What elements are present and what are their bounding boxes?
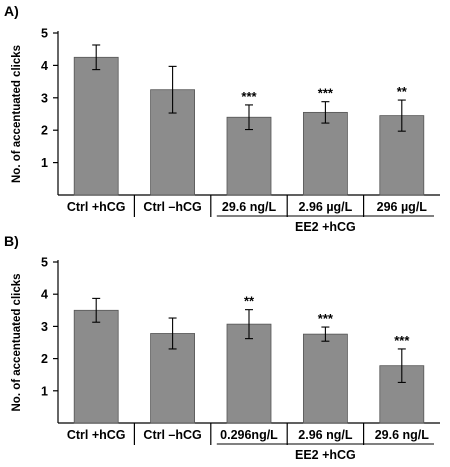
panel-a-bar-3 bbox=[226, 116, 272, 196]
panel-a-y-tick-label: 3 bbox=[41, 91, 48, 105]
panel-b-y-axis-title: No. of accentuated clicks bbox=[11, 273, 23, 411]
panel-a-y-tick-label: 2 bbox=[41, 124, 48, 138]
panel-b-y-tick-label: 3 bbox=[41, 320, 48, 334]
panel-b-bar-4 bbox=[302, 333, 348, 424]
panel-a-category-label-3: 29.6 ng/L bbox=[222, 200, 277, 214]
panel-b-category-label-2: Ctrl –hCG bbox=[143, 428, 201, 442]
panel-b-label: B) bbox=[4, 233, 19, 249]
panel-a-category-label-1: Ctrl +hCG bbox=[67, 200, 126, 214]
panel-b-category-label-5: 29.6 ng/L bbox=[375, 428, 430, 442]
panel-b-significance-3: ** bbox=[244, 294, 255, 309]
panel-a-bar-1 bbox=[73, 56, 119, 196]
panel-a-y-axis-title: No. of accentuated clicks bbox=[11, 45, 23, 183]
panel-a-bar-4 bbox=[302, 111, 348, 196]
panel-b-bar-1 bbox=[73, 309, 119, 424]
panel-b-y-tick-label: 1 bbox=[41, 384, 48, 398]
panel-b-category-label-4: 2.96 ng/L bbox=[298, 428, 353, 442]
panel-b-significance-4: *** bbox=[318, 311, 334, 326]
panel-b-significance-5: *** bbox=[394, 333, 410, 348]
panel-b-category-label-1: Ctrl +hCG bbox=[67, 428, 126, 442]
panel-b-y-tick-label: 4 bbox=[41, 288, 48, 302]
panel-b-y-tick-label: 5 bbox=[41, 256, 48, 270]
panel-a-y-tick-label: 5 bbox=[41, 27, 48, 41]
panel-a-significance-3: *** bbox=[241, 89, 257, 104]
panel-a-significance-5: ** bbox=[397, 84, 408, 99]
panel-a-y-tick-label: 4 bbox=[41, 59, 48, 73]
panel-a-category-label-4: 2.96 µg/L bbox=[299, 200, 353, 214]
panel-b-category-label-3: 0.296ng/L bbox=[220, 428, 278, 442]
panel-a-category-label-5: 296 µg/L bbox=[377, 200, 428, 214]
panel-a-y-tick-label: 1 bbox=[41, 156, 48, 170]
panel-a-label: A) bbox=[4, 3, 19, 19]
panel-a-group-label: EE2 +hCG bbox=[295, 220, 356, 234]
panel-a-significance-4: *** bbox=[318, 86, 334, 101]
panel-a-category-label-2: Ctrl –hCG bbox=[143, 200, 201, 214]
panel-b-bar-3 bbox=[226, 323, 272, 424]
panel-b-y-tick-label: 2 bbox=[41, 352, 48, 366]
panel-b-group-label: EE2 +hCG bbox=[295, 448, 356, 462]
